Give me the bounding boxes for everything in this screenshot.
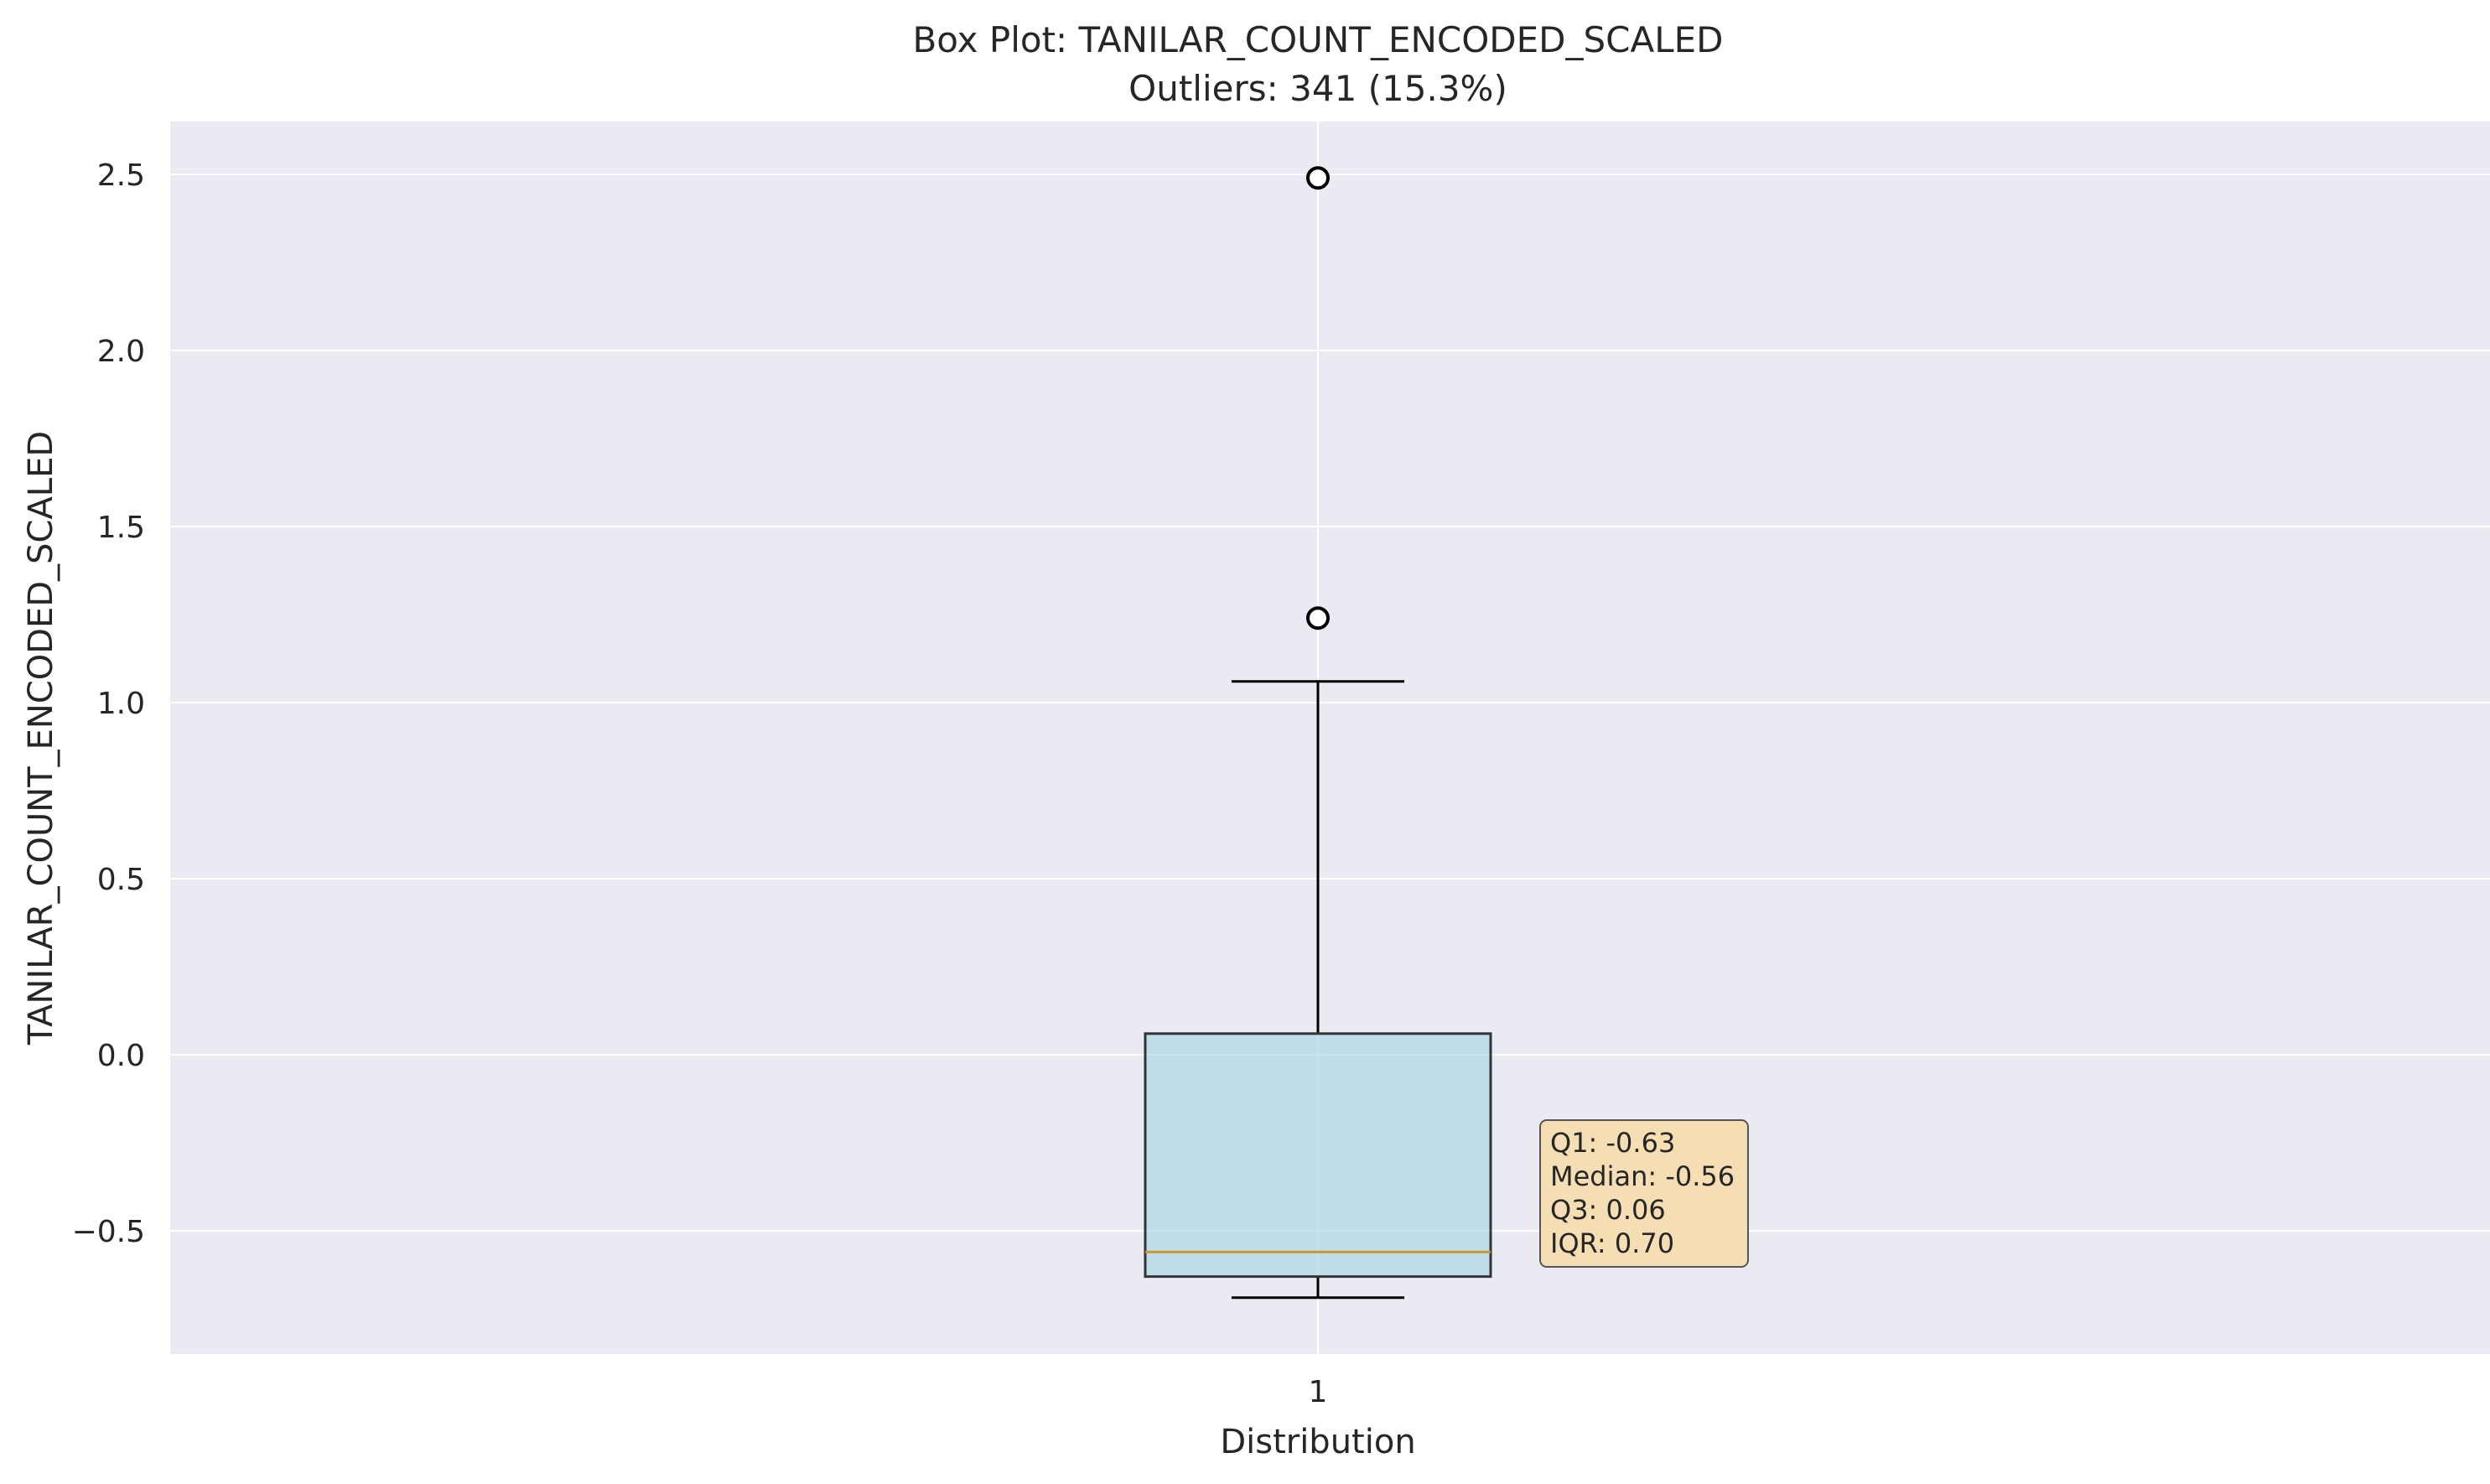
y-tick-label: 1.5 bbox=[97, 511, 145, 545]
y-tick-label: 0.0 bbox=[97, 1039, 145, 1073]
x-axis-label: Distribution bbox=[1220, 1423, 1415, 1461]
x-tick-label: 1 bbox=[1309, 1375, 1328, 1409]
iqr-box bbox=[1144, 1032, 1492, 1279]
outlier-point bbox=[1306, 606, 1330, 630]
box-group bbox=[1144, 166, 1492, 1300]
stats-median: Median: -0.56 bbox=[1550, 1160, 1735, 1192]
y-tick-labels: −0.5 0.0 0.5 1.0 1.5 2.0 2.5 bbox=[72, 158, 145, 1249]
stats-annotation-box bbox=[1539, 1119, 1749, 1268]
stats-q1: Q1: -0.63 bbox=[1550, 1127, 1675, 1159]
y-tick-label: 2.5 bbox=[97, 158, 145, 193]
y-tick-label: 0.5 bbox=[97, 863, 145, 897]
outlier-point bbox=[1306, 166, 1330, 190]
y-tick-label: 2.0 bbox=[97, 335, 145, 369]
stats-iqr: IQR: 0.70 bbox=[1550, 1227, 1674, 1259]
chart-subtitle: Outliers: 341 (15.3%) bbox=[1128, 68, 1507, 109]
stats-annotation: Q1: -0.63 Median: -0.56 Q3: 0.06 IQR: 0.… bbox=[1539, 1119, 1749, 1268]
y-tick-label: −0.5 bbox=[72, 1215, 145, 1249]
y-tick-label: 1.0 bbox=[97, 687, 145, 721]
chart-title: Box Plot: TANILAR_COUNT_ENCODED_SCALED bbox=[912, 19, 1723, 60]
y-axis-label: TANILAR_COUNT_ENCODED_SCALED bbox=[22, 431, 60, 1046]
stats-q3: Q3: 0.06 bbox=[1550, 1194, 1666, 1226]
